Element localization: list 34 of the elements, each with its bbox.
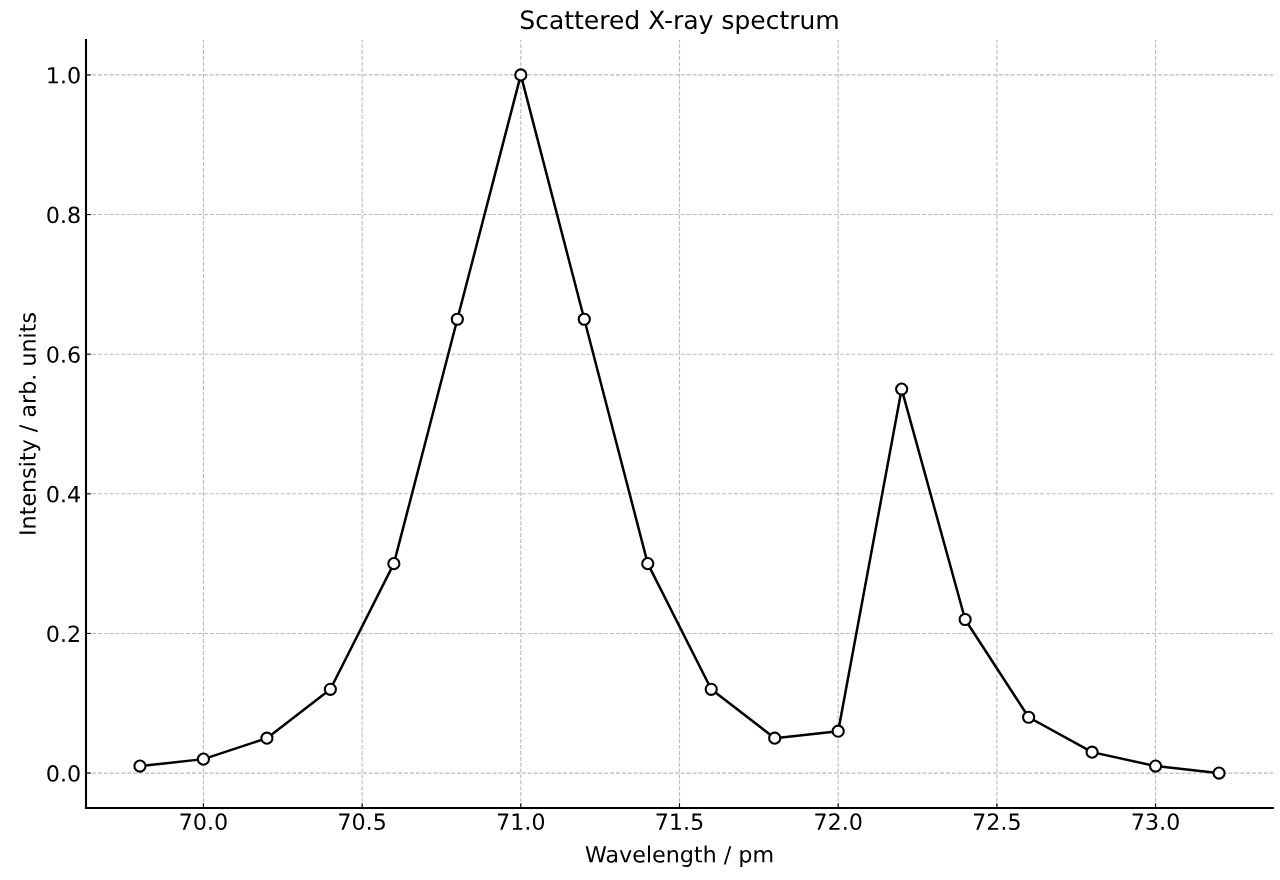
- point: [768, 731, 782, 745]
- point: [641, 557, 655, 571]
- x-tick-label: 70.5: [339, 813, 385, 831]
- chart-title: Scattered X-ray spectrum: [520, 9, 838, 35]
- point: [387, 557, 401, 571]
- y-tick-label: 0.6: [47, 346, 80, 363]
- point: [577, 312, 591, 326]
- y-tick-label: 0.0: [47, 765, 80, 782]
- x-tick-label: 70.0: [180, 813, 227, 831]
- point: [1085, 745, 1099, 759]
- point: [450, 312, 464, 326]
- point: [1022, 710, 1036, 724]
- y-tick-label: 0.4: [47, 485, 80, 503]
- point: [958, 612, 972, 627]
- point: [1212, 766, 1226, 780]
- x-tick-label: 72.0: [815, 813, 862, 831]
- y-axis-title: Intensity / arb. units: [18, 313, 41, 534]
- point: [196, 752, 211, 766]
- point: [133, 759, 147, 773]
- point: [1148, 759, 1163, 773]
- point: [895, 382, 909, 396]
- point: [323, 682, 337, 696]
- point: [704, 682, 718, 696]
- point: [514, 68, 528, 82]
- y-tick-label: 0.8: [47, 206, 80, 224]
- x-tick-label: 71.5: [656, 813, 703, 831]
- point: [831, 724, 845, 738]
- y-tick-label: 1.0: [48, 66, 80, 84]
- y-tick-label: 0.2: [47, 625, 79, 643]
- x-axis-title: Wavelength / pm: [585, 845, 773, 867]
- x-tick-label: 72.5: [973, 813, 1020, 831]
- x-tick-label: 71.0: [497, 813, 545, 831]
- x-tick-label: 73.0: [1132, 813, 1179, 831]
- point: [260, 731, 274, 745]
